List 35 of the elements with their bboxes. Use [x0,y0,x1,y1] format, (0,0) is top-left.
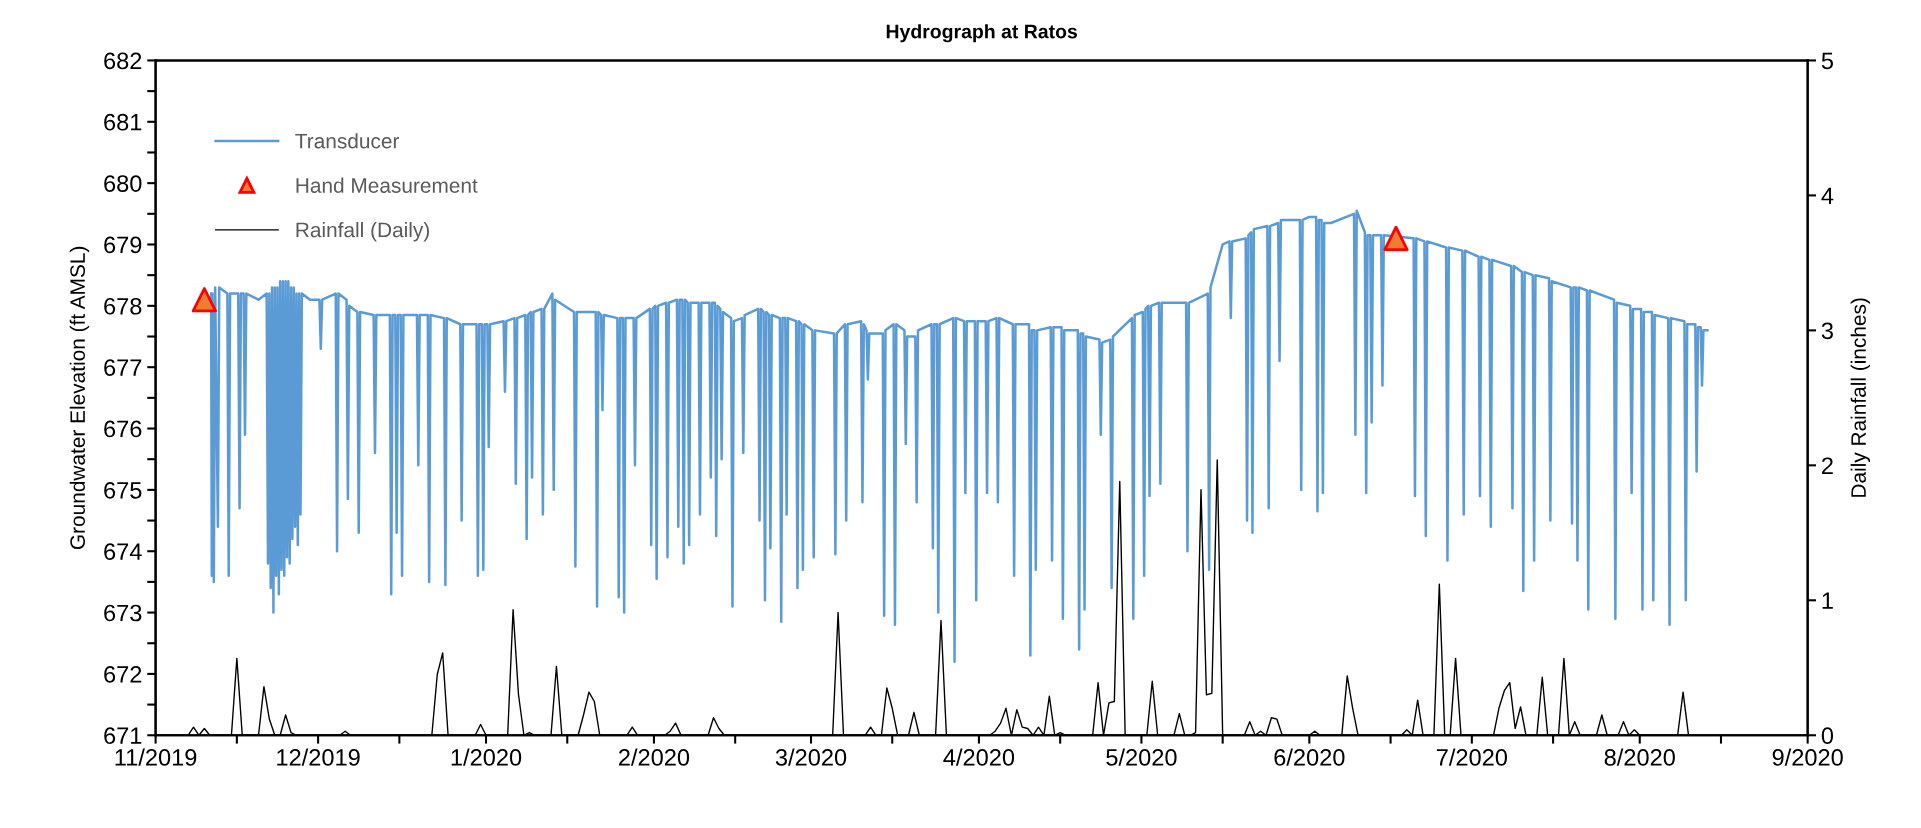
y-tick-label: 676 [104,420,142,438]
legend-label: Transducer [295,133,400,149]
y-tick-label: 673 [104,604,142,622]
y-tick-label: 679 [104,236,142,254]
y2-tick-label: 4 [1821,187,1834,204]
x-tick-label: 9/2020 [1772,748,1843,766]
y-tick-label: 680 [104,175,142,192]
y-tick-label: 681 [104,113,142,131]
chart-title: Hydrograph at Ratos [886,24,1077,43]
legend-label: Rainfall (Daily) [296,222,429,242]
x-tick-label: 4/2020 [943,748,1015,766]
y-tick-label: 674 [104,543,142,561]
y2-tick-label: 3 [1821,322,1833,340]
y2-axis-title: Daily Rainfall (inches) [1850,298,1871,497]
x-tick-label: 12/2019 [277,748,360,766]
y2-tick-label: 0 [1821,727,1834,745]
y-tick-label: 671 [104,727,142,745]
x-tick-label: 11/2019 [115,748,197,766]
x-tick-label: 2/2020 [619,748,690,766]
x-tick-label: 7/2020 [1436,748,1508,766]
legend-label: Hand Measurement [296,177,478,193]
y-tick-label: 672 [104,665,142,683]
y-tick-label: 677 [104,359,142,376]
x-tick-label: 3/2020 [775,748,847,766]
y-axis-title: Groundwater Elevation (ft AMSL) [69,246,90,550]
y-tick-label: 675 [104,481,142,499]
y2-tick-label: 1 [1822,592,1833,609]
x-tick-label: 8/2020 [1604,748,1675,766]
y-tick-label: 682 [104,52,142,70]
y2-tick-label: 5 [1821,52,1833,70]
x-tick-label: 6/2020 [1274,748,1345,766]
x-tick-label: 1/2020 [451,748,522,766]
x-tick-label: 5/2020 [1106,748,1177,766]
y2-tick-label: 2 [1822,457,1833,474]
y-tick-label: 678 [104,297,142,315]
